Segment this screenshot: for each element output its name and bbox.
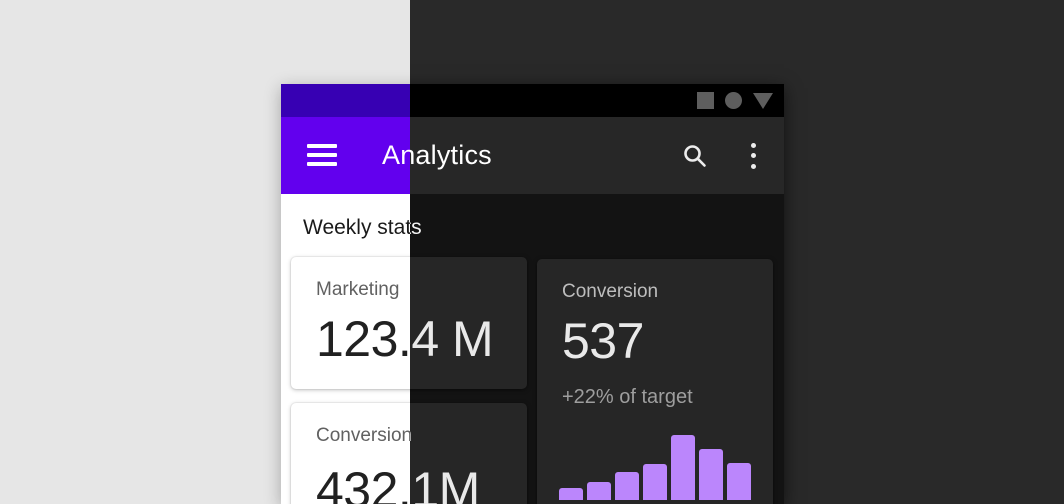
status-bar [410,84,784,117]
card-label: Conversion [316,425,413,446]
chart-bar [671,435,695,500]
card-marketing[interactable]: Marketing 123.4 M [410,257,527,389]
chart-bar [727,463,751,500]
card-conversion-weekly[interactable]: Conversion 537 +22% of target [537,259,773,504]
card-conversion-total[interactable]: Conversion 432.1M [410,403,527,504]
conversion-bar-chart [559,435,755,500]
content-area: Weekly stats Marketing 123.4 M Conversio… [410,194,784,504]
status-icons [697,84,773,117]
triangle-down-icon [753,92,773,109]
circle-icon [725,92,742,109]
search-icon[interactable] [682,143,707,168]
chart-bar [587,482,611,500]
chart-bar [643,464,667,500]
square-icon [697,92,714,109]
card-value: 537 [562,313,644,369]
app-bar: Analytics [382,117,784,194]
card-label: Marketing [316,279,400,300]
app-title: Analytics [382,140,492,170]
card-label: Conversion [562,281,659,302]
chart-bar [699,449,723,500]
phone-mockup: Analytics Weekly stats Mar [382,84,784,504]
section-title: Weekly stats [410,216,422,240]
overflow-menu-icon[interactable] [749,142,758,169]
card-label: Conversion [410,425,412,447]
card-value: 123.4 M [410,313,494,365]
card-subtitle: +22% of target [562,386,693,408]
appbar-actions [682,117,758,194]
hamburger-menu-button[interactable] [307,144,337,166]
section-title: Weekly stats [303,216,422,239]
chart-bar [559,488,583,500]
card-value: 432.1M [410,464,480,504]
chart-bar [615,472,639,500]
